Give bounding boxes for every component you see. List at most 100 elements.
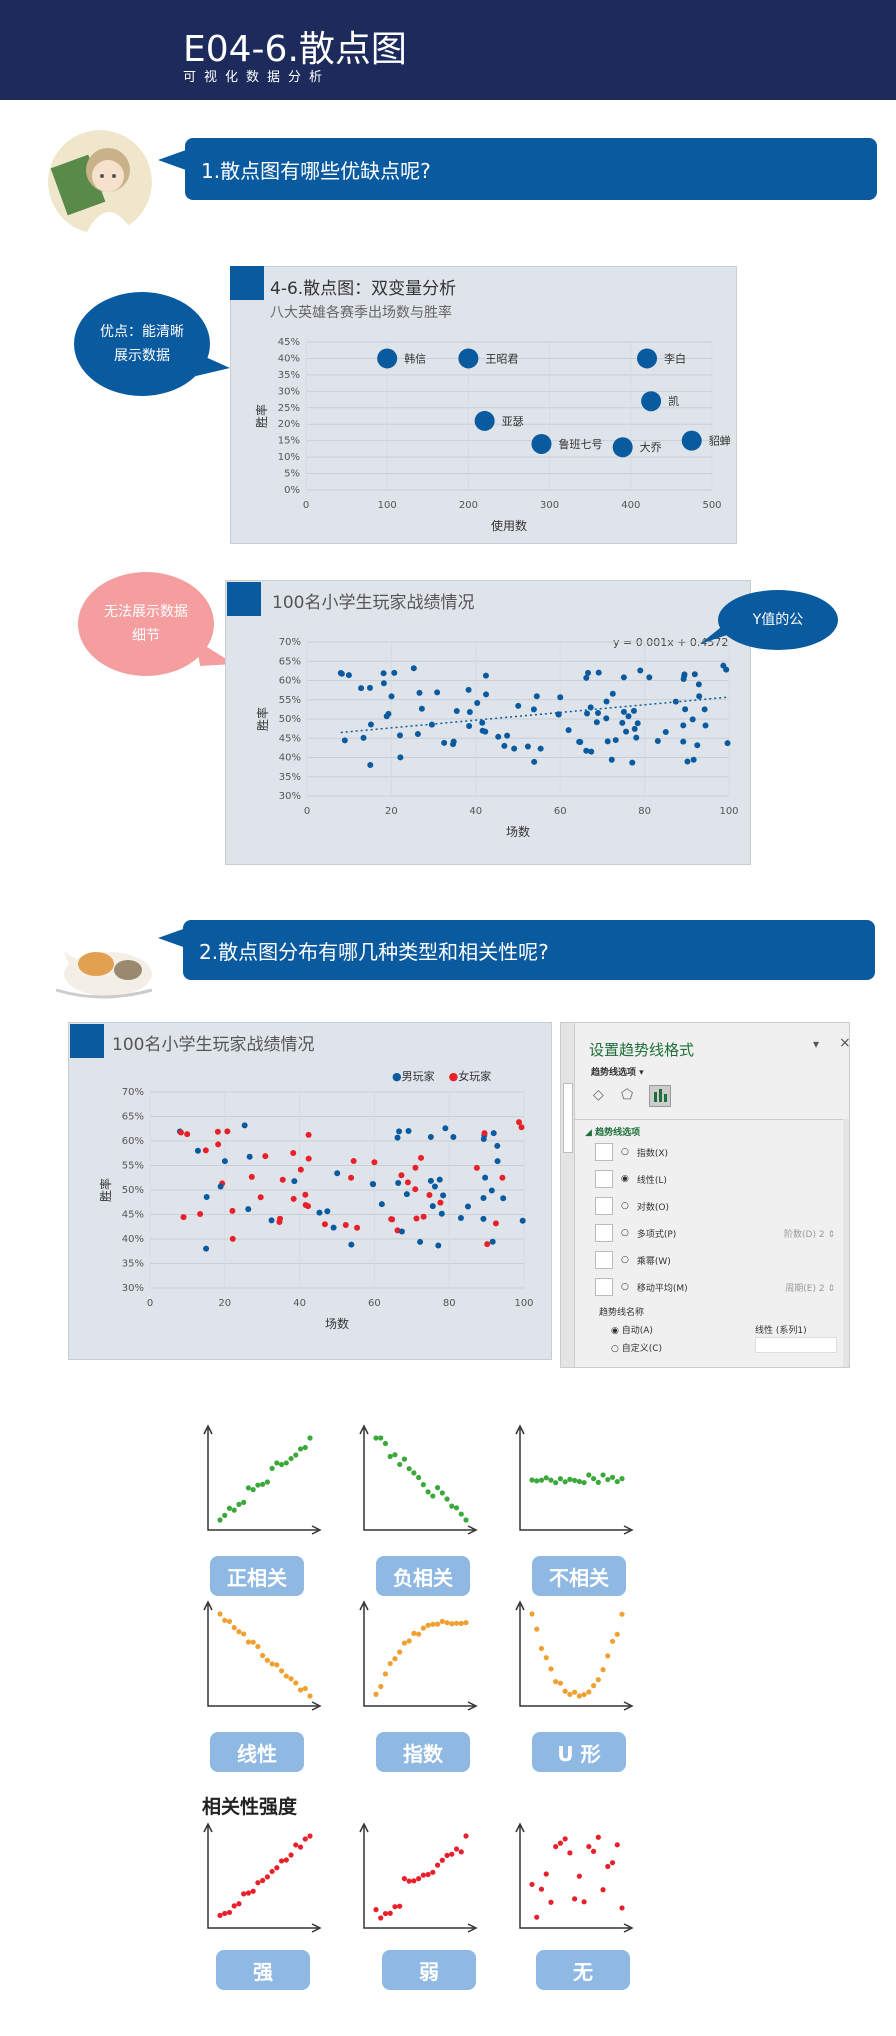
male-point [203, 1193, 210, 1200]
y-tick-label: 25% [278, 403, 300, 414]
pane-menu-icon[interactable]: ▾ [813, 1037, 820, 1051]
point-label: 亚瑟 [502, 415, 524, 428]
type-dot [411, 1630, 417, 1636]
type-dot [302, 1444, 308, 1451]
trend-option-5[interactable]: ○ 移动平均(M) 周期(E) 2 ⇕ [595, 1276, 835, 1298]
type-dot [269, 1661, 275, 1667]
male-point [427, 1177, 434, 1184]
type-dot [231, 1625, 237, 1631]
data-point [515, 702, 522, 709]
arrow-head [311, 1923, 322, 1933]
y-tick-label: 30% [278, 386, 300, 397]
male-point [291, 1178, 298, 1185]
arrow-head [515, 1822, 525, 1833]
type-dot [562, 1688, 568, 1694]
type-dot [217, 1517, 223, 1523]
radio-button[interactable]: ○ [621, 1147, 629, 1157]
type-dot [283, 1857, 289, 1863]
type-dot [260, 1877, 266, 1884]
order-spinner[interactable]: 阶数(D) 2 ⇕ [784, 1229, 835, 1240]
type-dot [572, 1896, 578, 1902]
type-dot [605, 1476, 611, 1483]
type-dot [420, 1872, 426, 1878]
period-spinner[interactable]: 周期(E) 2 ⇕ [785, 1283, 835, 1294]
type-dot [373, 1906, 379, 1913]
type-dot [425, 1489, 431, 1495]
close-icon[interactable]: × [839, 1035, 850, 1051]
pane-tab[interactable]: 趋势线选项 ▾ [591, 1068, 644, 1078]
male-point [480, 1215, 487, 1222]
trend-option-1[interactable]: ◉ 线性(L) [595, 1168, 835, 1190]
custom-name-input[interactable] [755, 1337, 837, 1353]
right-scrollbar[interactable] [843, 1119, 849, 1367]
data-point [450, 738, 457, 745]
scrollbar-thumb[interactable] [563, 1083, 573, 1153]
y-tick-label: 70% [279, 637, 301, 648]
radio-button[interactable]: ○ [621, 1282, 629, 1292]
left-scrollbar[interactable] [561, 1023, 575, 1367]
type-dot [453, 1620, 460, 1626]
trendline-options-icon[interactable] [649, 1085, 671, 1107]
type-dot [264, 1874, 270, 1880]
x-tick-label: 60 [368, 1298, 381, 1309]
female-point [229, 1235, 236, 1242]
trend-type-icon [595, 1278, 613, 1296]
y-tick-label: 0% [284, 485, 300, 496]
y-tick-label: 70% [122, 1087, 144, 1098]
section-heading[interactable]: ◢ 趋势线选项 [585, 1128, 641, 1138]
correlation-types [203, 1424, 634, 1933]
female-point [257, 1194, 264, 1201]
trend-option-4[interactable]: ○ 乘幂(W) [595, 1249, 835, 1271]
type-dot [581, 1899, 587, 1905]
female-point [354, 1224, 361, 1231]
type-dot [307, 1693, 313, 1699]
type-dot [425, 1871, 431, 1878]
male-point [394, 1134, 401, 1141]
female-point [404, 1179, 411, 1186]
data-point [479, 719, 486, 726]
type-dot [274, 1662, 280, 1668]
male-point [245, 1206, 252, 1213]
custom-radio[interactable]: ○ 自定义(C) [611, 1344, 663, 1354]
fill-line-icon[interactable]: ◇ [593, 1087, 604, 1103]
type-dot [562, 1479, 568, 1485]
female-point [305, 1131, 312, 1138]
chip-weak: 弱 [382, 1950, 476, 1990]
data-point [702, 722, 709, 729]
auto-radio[interactable]: ◉ 自动(A) [611, 1326, 653, 1336]
radio-button[interactable]: ○ [621, 1201, 629, 1211]
radio-button[interactable]: ○ [621, 1228, 629, 1238]
data-point [341, 737, 348, 744]
trend-option-2[interactable]: ○ 对数(O) [595, 1195, 835, 1217]
y-tick-label: 60% [279, 676, 301, 687]
data-point [680, 722, 687, 729]
type-dot [586, 1689, 592, 1695]
x-tick-label: 200 [459, 500, 478, 511]
arrow-head [623, 1923, 634, 1933]
female-point [420, 1213, 427, 1220]
male-point [396, 1128, 403, 1135]
type-dot [382, 1671, 389, 1677]
radio-button[interactable]: ◉ [621, 1174, 629, 1184]
data-point [466, 723, 473, 730]
data-point [595, 669, 602, 676]
type-dot [264, 1479, 270, 1485]
data-point [587, 704, 594, 711]
chip-uncorrelated: 不相关 [532, 1556, 626, 1596]
male-point [436, 1176, 443, 1183]
female-point [197, 1210, 204, 1217]
trend-option-0[interactable]: ○ 指数(X) [595, 1141, 835, 1163]
type-dot [260, 1481, 266, 1487]
type-dot [245, 1639, 252, 1645]
type-dot [605, 1653, 611, 1659]
data-point [345, 672, 352, 679]
male-point [440, 1192, 447, 1199]
type-dot [576, 1873, 582, 1879]
effects-icon[interactable]: ⬠ [621, 1087, 634, 1103]
type-dot [463, 1619, 469, 1626]
male-point [217, 1183, 224, 1190]
option-label: 线性(L) [636, 1175, 667, 1186]
radio-button[interactable]: ○ [621, 1255, 629, 1265]
type-dot [590, 1682, 597, 1689]
trend-option-3[interactable]: ○ 多项式(P) 阶数(D) 2 ⇕ [595, 1222, 835, 1244]
